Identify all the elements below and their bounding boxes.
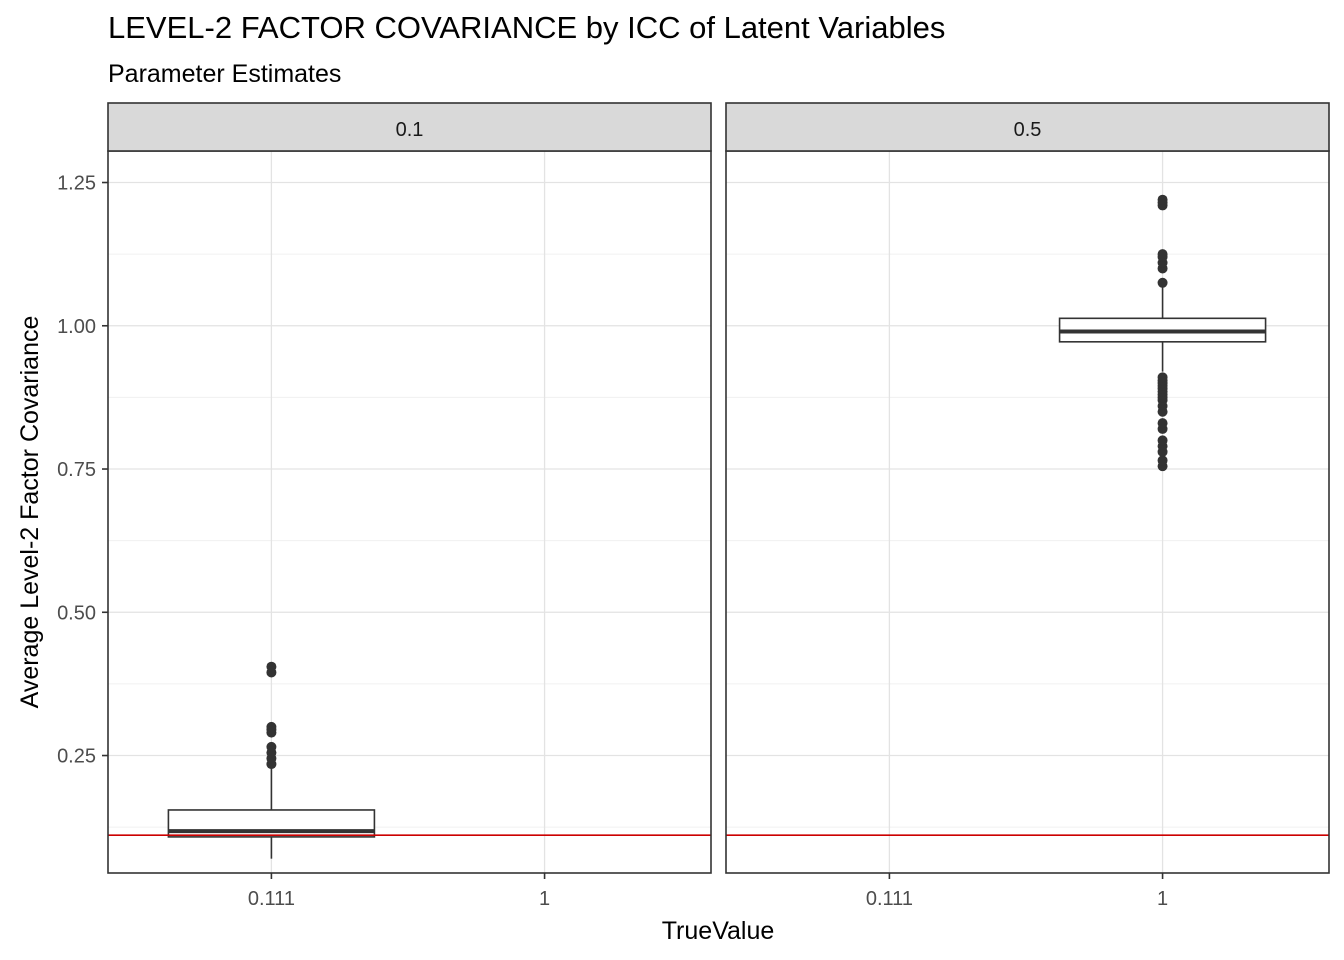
x-tick-label: 1: [539, 888, 550, 910]
chart-subtitle: Parameter Estimates: [108, 60, 342, 88]
y-tick-label: 1.00: [57, 316, 96, 338]
x-tick-label: 0.111: [866, 888, 913, 910]
outlier-point: [1157, 277, 1168, 288]
outlier-point: [1157, 249, 1168, 260]
outlier-point: [1157, 418, 1168, 429]
panel-background: [108, 151, 711, 873]
outlier-point: [266, 721, 277, 732]
outlier-point: [266, 661, 277, 672]
boxplot: [1058, 194, 1267, 472]
outlier-point: [1157, 372, 1168, 383]
x-tick-label: 1: [1157, 888, 1168, 910]
facet-strip: [107, 102, 712, 152]
y-tick-label: 0.75: [57, 459, 96, 481]
x-tick-label: 0.111: [248, 888, 295, 910]
y-tick-label: 0.25: [57, 746, 96, 768]
outlier-point: [1157, 194, 1168, 205]
outlier-point: [1157, 455, 1168, 466]
boxplot: [167, 661, 376, 859]
y-tick-label: 0.50: [57, 602, 96, 624]
x-axis-title: TrueValue: [662, 917, 775, 945]
y-tick-label: 1.25: [57, 173, 96, 195]
facet-strip: [725, 102, 1330, 152]
facet-strip-label: 0.5: [1014, 119, 1042, 141]
y-axis-title: Average Level-2 Factor Covariance: [16, 316, 44, 709]
outlier-point: [1157, 435, 1168, 446]
facet-strip-label: 0.1: [396, 119, 424, 141]
panel-background: [726, 151, 1329, 873]
chart-title: LEVEL-2 FACTOR COVARIANCE by ICC of Late…: [108, 10, 946, 45]
outlier-point: [266, 741, 277, 752]
